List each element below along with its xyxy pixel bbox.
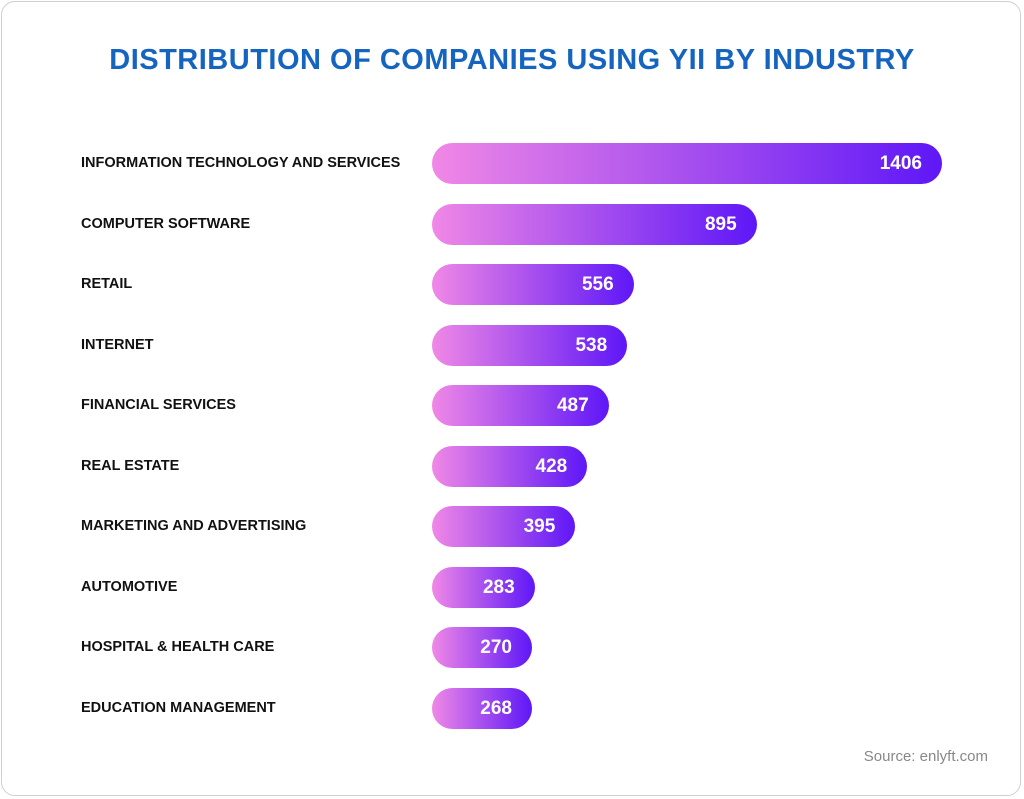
data-label: 1406 [879, 153, 922, 174]
bar: 538 [432, 324, 628, 366]
data-label: 428 [535, 455, 568, 477]
bar: 428 [432, 445, 588, 487]
category-label: EDUCATION MANAGEMENT [81, 699, 276, 716]
category-label: INTERNET [81, 336, 154, 353]
bar: 395 [432, 506, 576, 547]
bar: 1406 [432, 143, 942, 184]
category-label: REAL ESTATE [81, 457, 180, 474]
data-label: 395 [523, 516, 556, 537]
category-label: MARKETING AND ADVERTISING [81, 518, 307, 534]
category-label: FINANCIAL SERVICES [81, 397, 236, 413]
bar: 283 [432, 566, 535, 608]
bar: 895 [432, 203, 757, 245]
bar: 487 [432, 385, 609, 426]
data-label: 487 [556, 395, 589, 416]
data-label: 283 [482, 576, 515, 598]
category-label: HOSPITAL & HEALTH CARE [81, 639, 275, 655]
category-label: INFORMATION TECHNOLOGY AND SERVICES [81, 155, 401, 171]
category-label: RETAIL [81, 276, 133, 292]
bar: 556 [432, 264, 634, 305]
bar: 268 [432, 687, 532, 729]
bar: 270 [432, 627, 532, 668]
data-label: 895 [704, 213, 737, 235]
data-label: 268 [480, 697, 512, 719]
source-note: Source: enlyft.com [863, 748, 988, 765]
chart-title: DISTRIBUTION OF COMPANIES USING YII BY I… [109, 44, 915, 76]
category-label: AUTOMOTIVE [81, 578, 178, 595]
data-label: 538 [575, 334, 608, 356]
category-label: COMPUTER SOFTWARE [81, 215, 251, 232]
data-label: 556 [581, 274, 614, 295]
data-label: 270 [480, 637, 512, 658]
